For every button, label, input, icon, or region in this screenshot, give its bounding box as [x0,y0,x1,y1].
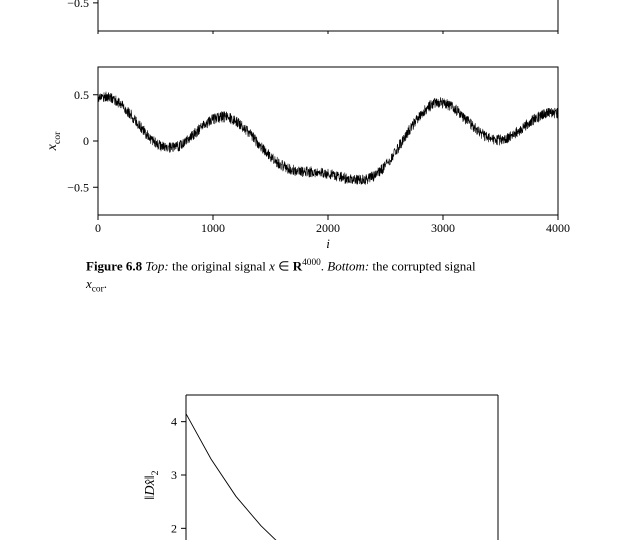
svg-text:3: 3 [171,468,177,482]
svg-text:‖Dx̂‖2: ‖Dx̂‖2 [143,470,161,499]
tradeoff-curve-chart: 1234‖Dx̂‖2 [0,0,621,540]
svg-text:4: 4 [171,415,177,429]
page: 01000200030004000−0.5 01000200030004000−… [0,0,621,540]
svg-text:2: 2 [171,521,177,535]
